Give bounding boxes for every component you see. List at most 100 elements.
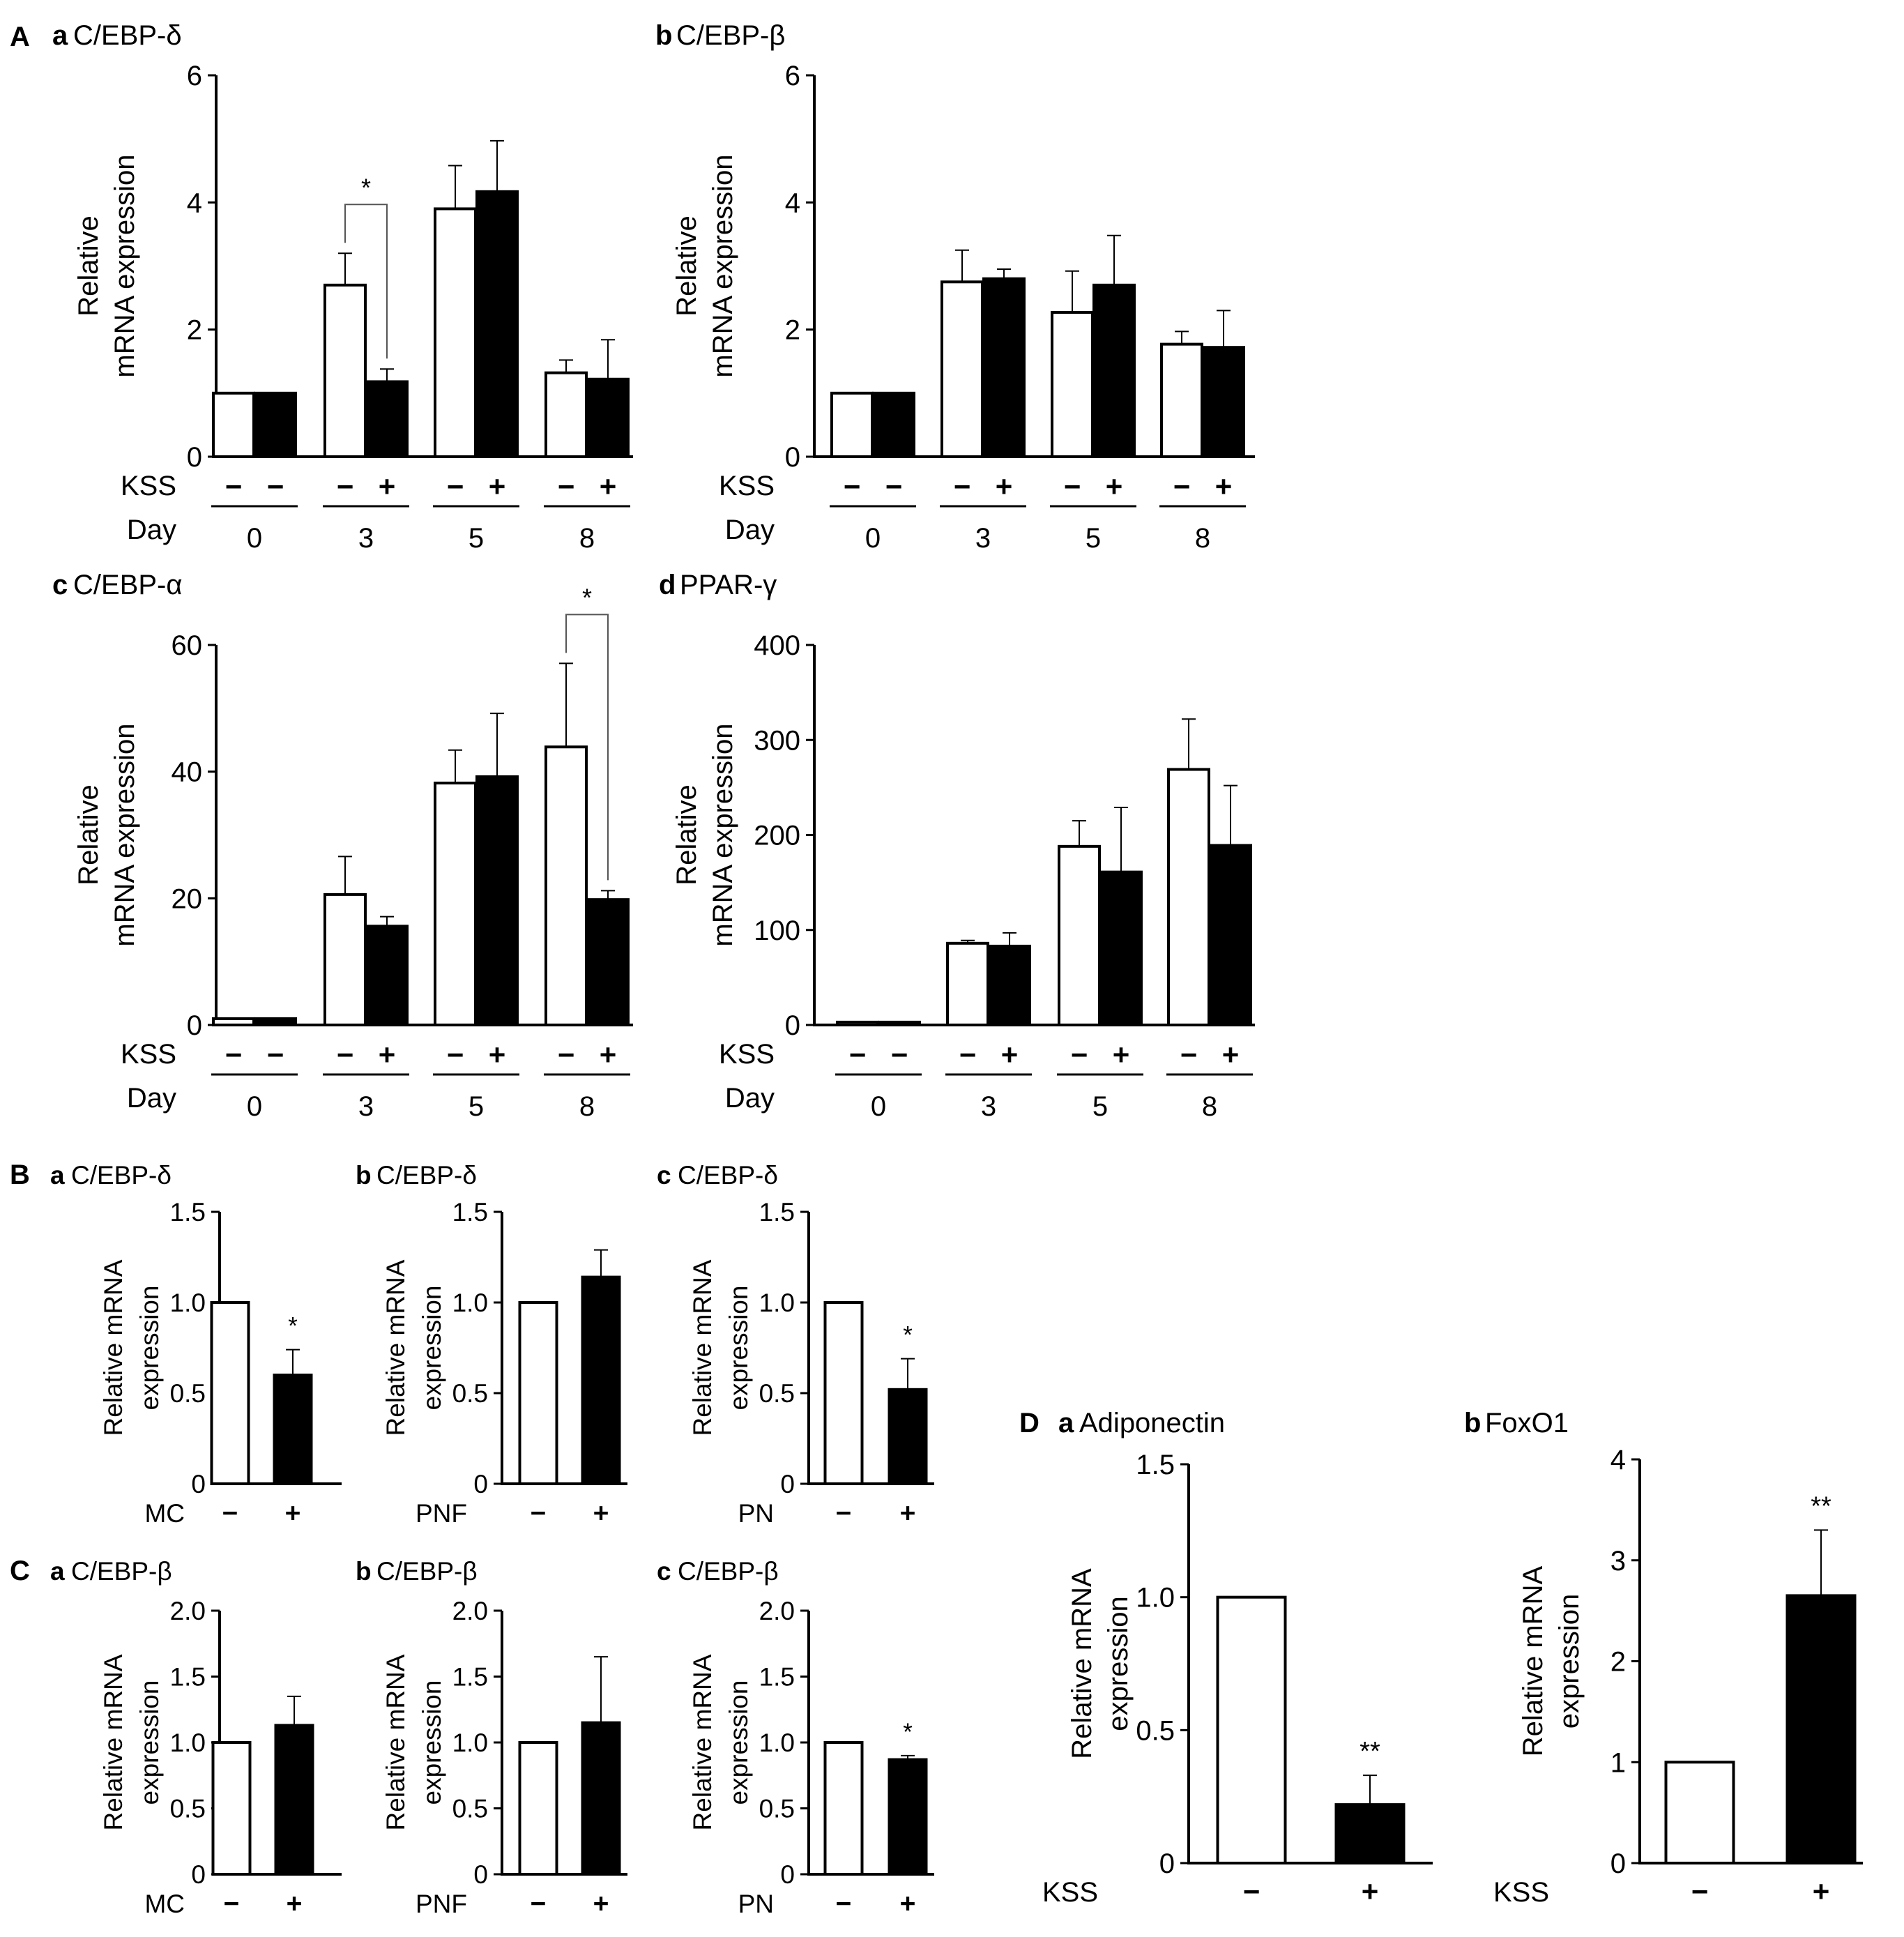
chart-Ac-bar-day5-minus — [434, 782, 477, 1027]
chart-Da-bar-plus — [1334, 1803, 1406, 1865]
chart-Db-panel-letter: b — [1464, 1408, 1481, 1438]
chart-Ad-y-label-line: Relative — [671, 784, 702, 886]
chart-Ab-kss-sign: + — [1215, 470, 1233, 503]
chart-Bb-category-label: − — [531, 1498, 547, 1528]
chart-Ba-y-tick-label: 0.5 — [170, 1379, 206, 1408]
chart-Ca-category-label: − — [224, 1889, 240, 1919]
chart-Bb-panel-letter: b — [356, 1161, 372, 1190]
chart-Ad-day-tick-label: 0 — [871, 1091, 886, 1122]
chart-Ca-y-tick-label: 1.0 — [170, 1729, 206, 1757]
chart-Aa-bar-day3-minus — [323, 283, 367, 458]
chart-Ad-bar-day5-plus — [1099, 870, 1143, 1026]
chart-Ac-title: C/EBP-α — [73, 570, 182, 600]
chart-Aa-day-tick-label: 5 — [469, 523, 484, 554]
chart-Aa-title: C/EBP-δ — [73, 20, 182, 51]
chart-Da-category-label: + — [1362, 1875, 1379, 1908]
chart-Ab-day-tick-label: 3 — [975, 523, 991, 554]
chart-Bb-y-label-line: expression — [418, 1286, 446, 1411]
chart-Da-y-label-line: expression — [1103, 1596, 1134, 1731]
chart-Ba-panel-letter: a — [50, 1161, 65, 1190]
chart-Cb-panel-letter: b — [356, 1557, 372, 1586]
chart-Ca-y-tick-label: 0 — [191, 1860, 206, 1889]
chart-Ac-kss-sign: − — [447, 1038, 464, 1071]
chart-Cb-y-label-line: expression — [418, 1680, 446, 1805]
chart-Bc-category-label: − — [836, 1498, 852, 1528]
chart-Db-significance-mark: ** — [1811, 1491, 1831, 1521]
chart-Ab-panel-letter: b — [655, 20, 672, 51]
chart-Ad-bar-day5-minus — [1058, 844, 1101, 1026]
chart-Db-category-label: + — [1813, 1875, 1830, 1908]
chart-Ac-y-tick-label: 60 — [172, 630, 203, 661]
chart-Da-category-label: − — [1243, 1875, 1261, 1908]
chart-Ad-bar-day8-plus — [1209, 844, 1252, 1027]
chart-Cb-y-tick-label: 0.5 — [452, 1794, 488, 1823]
chart-Ad-title: PPAR-γ — [680, 570, 777, 600]
chart-Cc-y-label-line: expression — [724, 1680, 753, 1805]
chart-Cc-title: C/EBP-β — [678, 1557, 779, 1586]
chart-Cc-category-label: + — [900, 1889, 916, 1919]
chart-Bc: c C/EBP-δ 0 0.5 1.0 1.5 Relative mRNA expressio… — [657, 1161, 934, 1528]
chart-Bc-panel-letter: c — [657, 1161, 671, 1190]
chart-Cc-significance-mark: * — [903, 1719, 913, 1746]
chart-Ab-bar-day8-plus — [1202, 346, 1245, 458]
chart-Ad-day-tick-label: 5 — [1092, 1091, 1108, 1122]
chart-Ab-bar-day5-minus — [1051, 311, 1094, 458]
chart-Ba-bar-minus — [210, 1301, 250, 1485]
chart-Da-y-tick-label: 0.5 — [1136, 1715, 1175, 1746]
chart-Bc-bar-minus — [823, 1301, 864, 1485]
chart-Cb-category-label: + — [593, 1889, 609, 1919]
chart-Aa-significance-mark: * — [361, 173, 371, 202]
chart-Cc-y-tick-label: 0 — [780, 1860, 795, 1889]
chart-Aa-bar-day5-plus — [475, 190, 519, 458]
chart-Ab-y-tick-label: 4 — [785, 188, 800, 218]
chart-Ad-y-tick-label: 400 — [754, 630, 800, 661]
chart-Db-y-tick-label: 3 — [1610, 1546, 1626, 1577]
chart-Ad-kss-sign: − — [849, 1038, 867, 1071]
chart-Bb-category-label: + — [593, 1498, 609, 1528]
chart-Ad-kss-sign: − — [1071, 1038, 1088, 1071]
chart-Db-y-tick-label: 2 — [1610, 1647, 1626, 1678]
chart-Ac-kss-sign: − — [558, 1038, 575, 1071]
chart-Cb-treatment-label: PNF — [416, 1890, 467, 1918]
chart-Cb-y-tick-label: 1.0 — [452, 1729, 488, 1757]
chart-Cc: c C/EBP-β 0 0.5 1.0 1.5 2.0 Relative mRNA expres… — [657, 1557, 934, 1919]
chart-Ab-kss-sign: − — [954, 470, 971, 503]
chart-Ab-bar-day3-minus — [940, 280, 984, 458]
chart-Da-bar-minus — [1216, 1595, 1287, 1865]
chart-Ad-y-label-line: mRNA expression — [708, 723, 738, 946]
chart-Bc-title: C/EBP-δ — [678, 1161, 778, 1190]
chart-Ad-kss-sign: + — [1001, 1038, 1019, 1071]
chart-Ba-y-label-line: Relative mRNA — [99, 1259, 128, 1436]
chart-Bc-y-tick-label: 0 — [780, 1470, 795, 1498]
chart-Aa-panel-letter: a — [52, 20, 68, 51]
chart-Aa-day-tick-label: 3 — [358, 523, 374, 554]
chart-Aa-kss-sign: − — [447, 470, 464, 503]
chart-Db-y-label-line: expression — [1554, 1594, 1585, 1729]
chart-Bb-y-label-line: Relative mRNA — [381, 1259, 410, 1436]
chart-Ac-y-tick-label: 20 — [172, 883, 203, 914]
chart-Ca-panel-letter: a — [50, 1557, 65, 1586]
chart-Cb: b C/EBP-β 0 0.5 1.0 1.5 2.0 Relative mRNA expres… — [356, 1557, 627, 1919]
chart-Ba-y-tick-label: 1.0 — [170, 1289, 206, 1317]
chart-Db-treatment-label: KSS — [1493, 1877, 1549, 1908]
chart-Cc-panel-letter: c — [657, 1557, 671, 1586]
chart-Ac-panel-letter: c — [52, 570, 68, 600]
chart-Ad-y-tick-label: 200 — [754, 821, 800, 851]
chart-Bb-y-tick-label: 0 — [473, 1470, 488, 1498]
chart-Ab-day-tick-label: 0 — [865, 523, 881, 554]
chart-Ac-bar-day0-plus — [254, 1017, 297, 1026]
chart-Da-y-tick-label: 1.5 — [1136, 1450, 1175, 1480]
chart-Cc-bar-plus — [888, 1758, 928, 1876]
chart-Da-panel-letter: a — [1058, 1408, 1074, 1438]
chart-Db-y-tick-label: 4 — [1610, 1445, 1626, 1475]
chart-Ac-day-tick-label: 8 — [579, 1091, 595, 1122]
chart-Bc-y-tick-label: 1.5 — [759, 1198, 795, 1226]
chart-Ad-kss-sign: − — [891, 1038, 908, 1071]
chart-Bb-bar-plus — [581, 1275, 621, 1485]
chart-Ca-y-tick-label: 0.5 — [170, 1794, 206, 1823]
chart-Ab-y-tick-label: 6 — [785, 61, 800, 91]
chart-Ad-bar-day8-minus — [1167, 768, 1210, 1027]
chart-Cb-title: C/EBP-β — [376, 1557, 478, 1586]
